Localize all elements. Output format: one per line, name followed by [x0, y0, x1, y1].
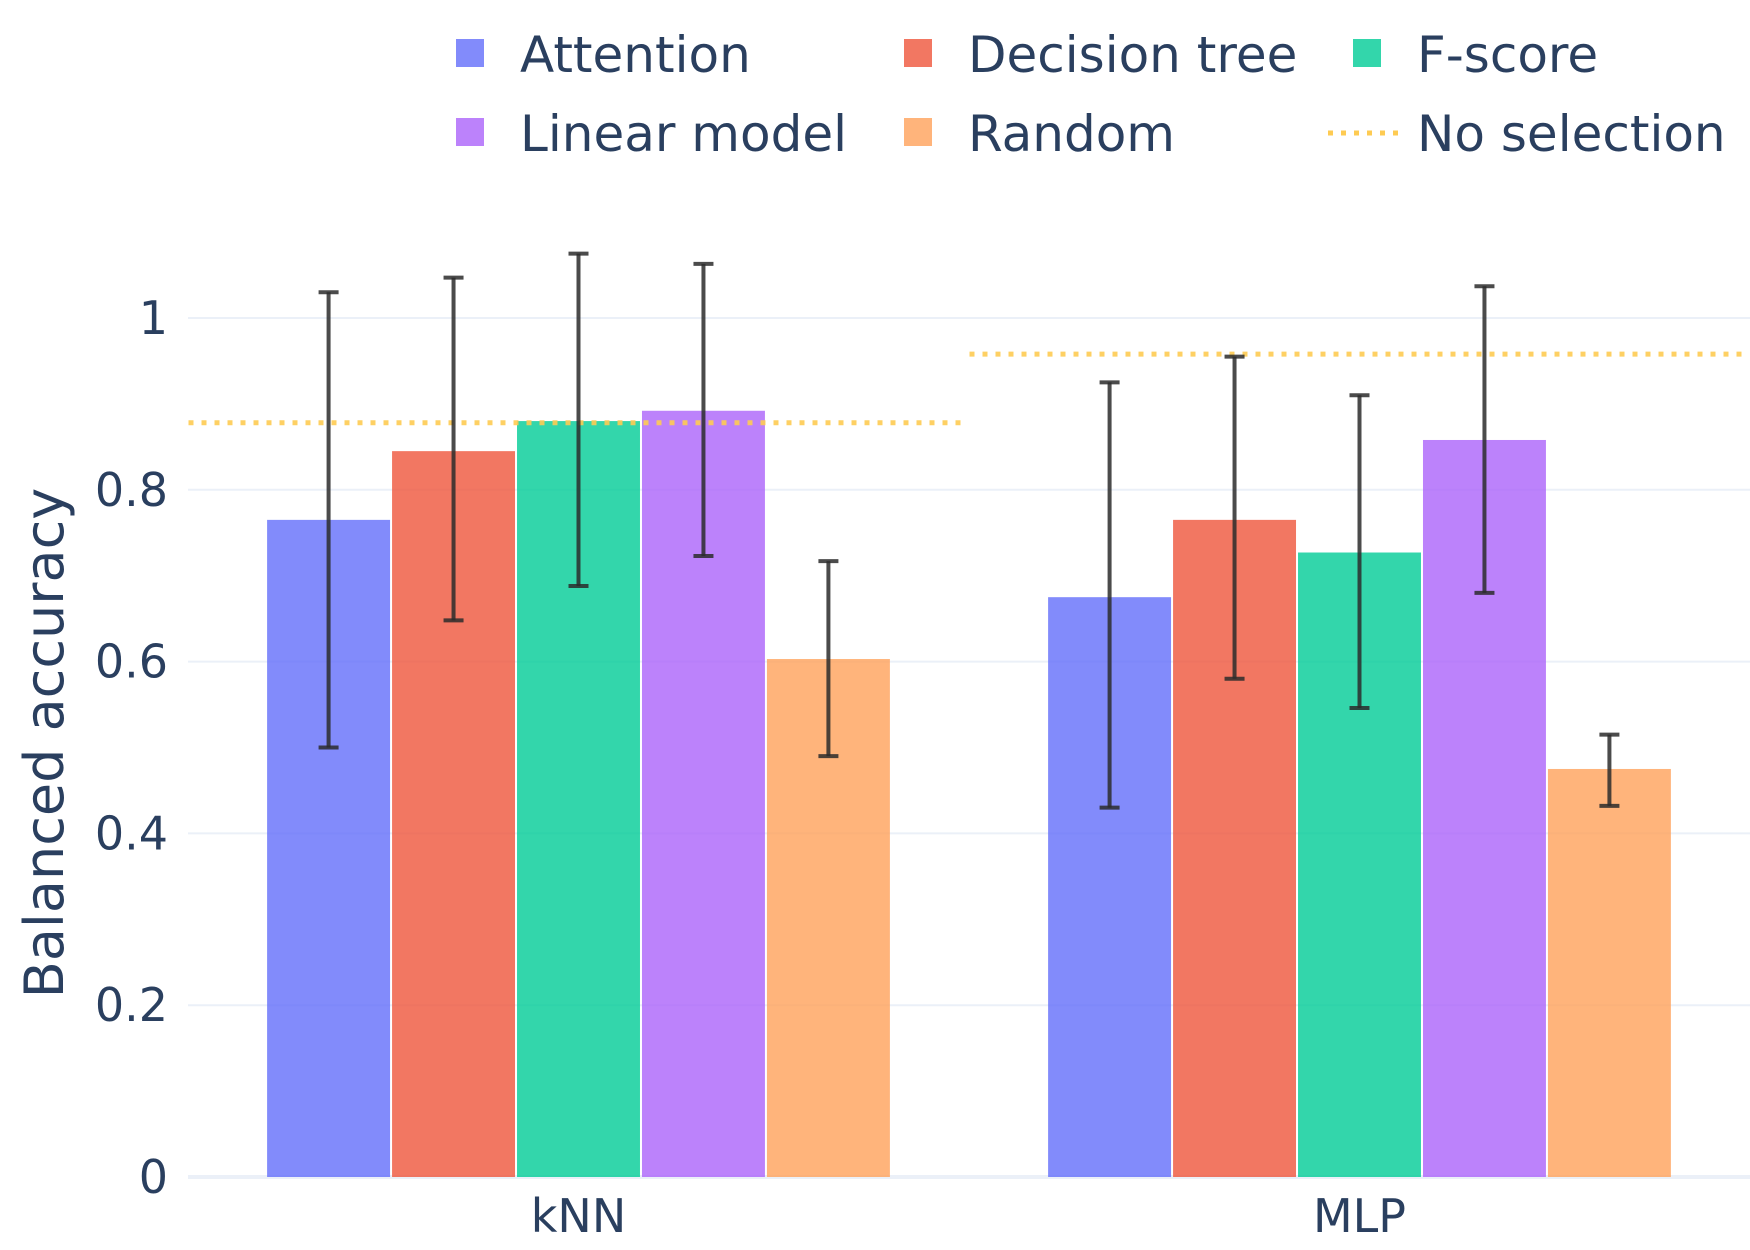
x-tick-label-knn: kNN: [531, 1189, 626, 1243]
reference-lines: [188, 351, 1750, 426]
legend-label: Linear model: [520, 105, 847, 163]
y-tick-label: 0: [139, 1150, 168, 1204]
legend-swatch: [1353, 39, 1381, 67]
bar-mlp-random[interactable]: [1547, 768, 1671, 1177]
error-bars: [318, 251, 1620, 810]
x-tick-label-mlp: MLP: [1313, 1189, 1406, 1243]
bars: [267, 410, 1671, 1178]
legend-swatch: [456, 118, 484, 146]
legend-item-attention[interactable]: Attention: [456, 26, 751, 84]
y-axis-ticks: 0 0.2 0.4 0.6 0.8 1: [95, 291, 168, 1204]
y-tick-label: 0.4: [95, 806, 168, 860]
legend-swatch: [904, 118, 932, 146]
legend[interactable]: Attention Decision tree F-score Linear mode…: [456, 26, 1726, 163]
legend-label: Decision tree: [968, 26, 1297, 84]
legend-swatch: [904, 39, 932, 67]
legend-item-decision-tree[interactable]: Decision tree: [904, 26, 1297, 84]
legend-item-f-score[interactable]: F-score: [1353, 26, 1598, 84]
y-tick-label: 0.6: [95, 635, 168, 689]
legend-label: No selection: [1417, 105, 1726, 163]
legend-item-linear-model[interactable]: Linear model: [456, 105, 847, 163]
legend-label: Random: [968, 105, 1175, 163]
legend-swatch: [456, 39, 484, 67]
y-tick-label: 0.8: [95, 463, 168, 517]
legend-label: Attention: [520, 26, 751, 84]
x-axis-ticks: kNN MLP: [531, 1189, 1406, 1243]
y-axis-title: Balanced accuracy: [13, 488, 76, 998]
y-tick-label: 1: [139, 291, 168, 345]
y-tick-label: 0.2: [95, 978, 168, 1032]
legend-item-random[interactable]: Random: [904, 105, 1175, 163]
legend-item-no-selection[interactable]: No selection: [1328, 105, 1726, 163]
legend-label: F-score: [1417, 26, 1598, 84]
